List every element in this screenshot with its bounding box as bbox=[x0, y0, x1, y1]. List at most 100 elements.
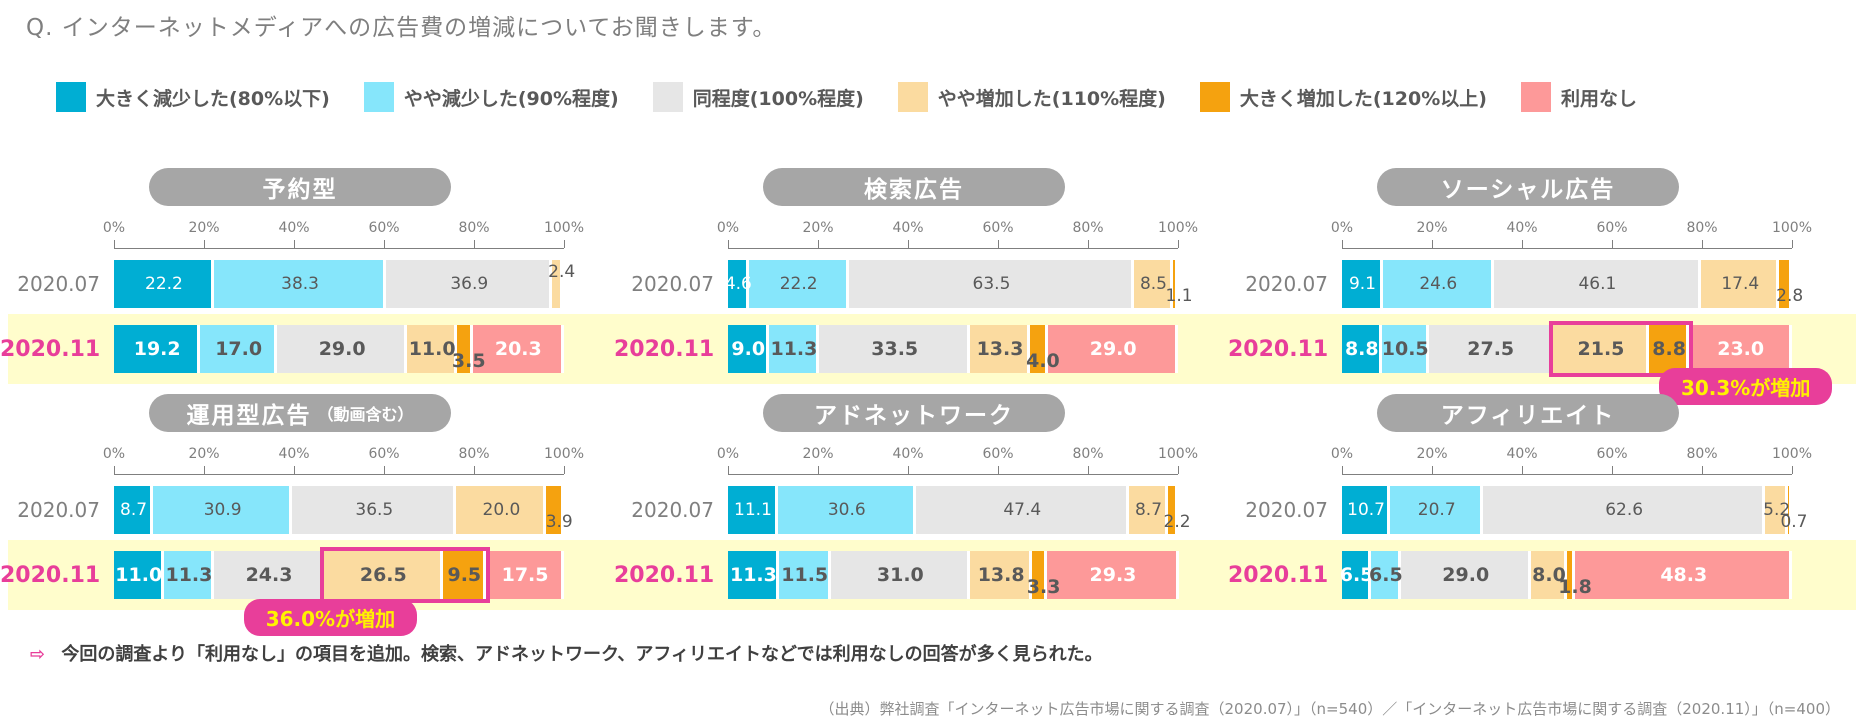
stacked-bar bbox=[1342, 486, 1793, 534]
bar-segment bbox=[1342, 325, 1382, 373]
legend-label: 大きく増加した(120%以上) bbox=[1239, 87, 1487, 110]
data-label: 11.3 bbox=[729, 564, 777, 586]
data-label: 38.3 bbox=[281, 274, 319, 294]
bar-segment bbox=[163, 551, 215, 599]
chart-panel: 予約型 0% 20% 40% 60% 80% 100% 2020.07 22.2 38.3 36.9… bbox=[0, 168, 628, 384]
bar-segment bbox=[1567, 551, 1576, 599]
bar-segment bbox=[1382, 260, 1494, 308]
x-tick bbox=[204, 240, 205, 248]
bar-segment bbox=[728, 325, 769, 373]
callout-badge: 30.3%が増加 bbox=[1658, 368, 1833, 405]
chart-title: アドネットワーク bbox=[763, 394, 1065, 432]
stacked-bar bbox=[114, 325, 564, 373]
chart-title-text: アドネットワーク bbox=[814, 403, 1014, 429]
chart-title-text: 運用型広告 bbox=[186, 403, 312, 429]
bar-segment bbox=[292, 486, 457, 534]
data-label: 4.0 bbox=[1026, 350, 1060, 372]
legend-label: 利用なし bbox=[1560, 87, 1637, 110]
callout-highlight-box bbox=[319, 547, 490, 603]
bar-segment bbox=[728, 486, 778, 534]
data-label: 11.0 bbox=[408, 338, 456, 360]
bar-segment bbox=[1047, 325, 1179, 373]
x-tick bbox=[474, 466, 475, 474]
chart-panel: アフィリエイト 0% 20% 40% 60% 80% 100% 2020.07 10.7 20.7… bbox=[1228, 394, 1856, 610]
data-label: 8.8 bbox=[1652, 338, 1686, 360]
x-tick-label: 60% bbox=[1596, 446, 1628, 462]
x-tick-label: 0% bbox=[102, 446, 126, 462]
data-label: 31.0 bbox=[876, 564, 924, 586]
bar-segment bbox=[728, 551, 779, 599]
x-tick-label: 80% bbox=[1072, 446, 1104, 462]
x-tick bbox=[1178, 466, 1179, 474]
legend-item: 大きく減少した(80%以下) bbox=[56, 82, 330, 112]
x-tick bbox=[1612, 240, 1613, 248]
callout-badge: 36.0%が増加 bbox=[243, 599, 418, 636]
x-tick bbox=[384, 240, 385, 248]
bar-segment bbox=[830, 551, 971, 599]
data-label: 22.2 bbox=[145, 274, 183, 294]
x-tick-label: 80% bbox=[1072, 220, 1104, 236]
data-label: 9.0 bbox=[731, 338, 766, 360]
data-label: 26.5 bbox=[359, 564, 407, 586]
bar-segment bbox=[748, 260, 849, 308]
x-tick-label: 40% bbox=[892, 446, 924, 462]
stacked-bar bbox=[1342, 260, 1792, 308]
bar-segment bbox=[1428, 325, 1553, 373]
bar-segment bbox=[114, 260, 214, 308]
x-tick-label: 0% bbox=[716, 220, 740, 236]
x-tick bbox=[1432, 240, 1433, 248]
bar-segment bbox=[552, 260, 564, 308]
data-label: 1.1 bbox=[1165, 286, 1193, 306]
stacked-bar bbox=[114, 486, 564, 534]
row-label: 2020.11 bbox=[1228, 337, 1329, 362]
bar-segment bbox=[1029, 325, 1048, 373]
row-label: 2020.11 bbox=[1228, 563, 1329, 588]
data-label: 24.6 bbox=[1419, 274, 1458, 294]
bar-segment bbox=[214, 551, 324, 599]
bar-segment bbox=[1701, 260, 1780, 308]
x-tick-label: 0% bbox=[1330, 220, 1354, 236]
x-tick-label: 20% bbox=[802, 220, 834, 236]
arrow-right-icon: ⇨ bbox=[30, 644, 46, 665]
data-label: 36.5 bbox=[355, 500, 394, 520]
bar-segment bbox=[848, 260, 1135, 308]
bar-segment bbox=[114, 325, 201, 373]
bar-segment bbox=[778, 551, 831, 599]
x-tick bbox=[1792, 240, 1793, 248]
chart-panel: 運用型広告 （動画含む） 0% 20% 40% 60% 80% 100% 2020.07 8.7 3… bbox=[0, 394, 628, 636]
chart-panel: ソーシャル広告 0% 20% 40% 60% 80% 100% 2020.07 9.1 24.6 4… bbox=[1228, 168, 1856, 405]
x-tick bbox=[1792, 466, 1793, 474]
data-label: 8.0 bbox=[1532, 564, 1566, 586]
x-tick-label: 100% bbox=[1157, 220, 1199, 236]
x-tick bbox=[294, 240, 295, 248]
row-label: 2020.11 bbox=[0, 337, 101, 362]
legend-label: 同程度(100%程度) bbox=[692, 87, 864, 110]
bar-segment bbox=[1649, 325, 1689, 373]
bar-segment bbox=[200, 325, 277, 373]
legend: 大きく減少した(80%以下) やや減少した(90%程度) 同程度(100%程度) やや… bbox=[56, 82, 1671, 112]
row-label: 2020.07 bbox=[17, 272, 100, 296]
x-tick-label: 20% bbox=[1416, 220, 1448, 236]
data-label: 10.7 bbox=[1347, 500, 1385, 520]
bar-segment bbox=[1552, 325, 1650, 373]
data-label: 29.0 bbox=[1089, 338, 1137, 360]
bar-segment bbox=[1575, 551, 1793, 599]
callout-highlight-box bbox=[1548, 321, 1693, 377]
x-tick bbox=[474, 240, 475, 248]
data-label: 23.0 bbox=[1717, 338, 1765, 360]
data-label: 46.1 bbox=[1578, 274, 1617, 294]
bar-segment bbox=[1371, 551, 1401, 599]
x-tick-label: 0% bbox=[716, 446, 740, 462]
x-tick-label: 60% bbox=[982, 220, 1014, 236]
chart-title-text: 検索広告 bbox=[864, 177, 964, 203]
x-tick-label: 0% bbox=[1330, 446, 1354, 462]
bar-segment bbox=[456, 486, 547, 534]
data-label: 17.0 bbox=[215, 338, 263, 360]
x-tick bbox=[1178, 240, 1179, 248]
data-label: 30.9 bbox=[203, 500, 242, 520]
bar-segment bbox=[386, 260, 553, 308]
chart-title: アフィリエイト bbox=[1377, 394, 1679, 432]
x-tick-label: 40% bbox=[278, 220, 310, 236]
data-label: 10.5 bbox=[1381, 338, 1429, 360]
data-label: 8.5 bbox=[1139, 274, 1167, 294]
